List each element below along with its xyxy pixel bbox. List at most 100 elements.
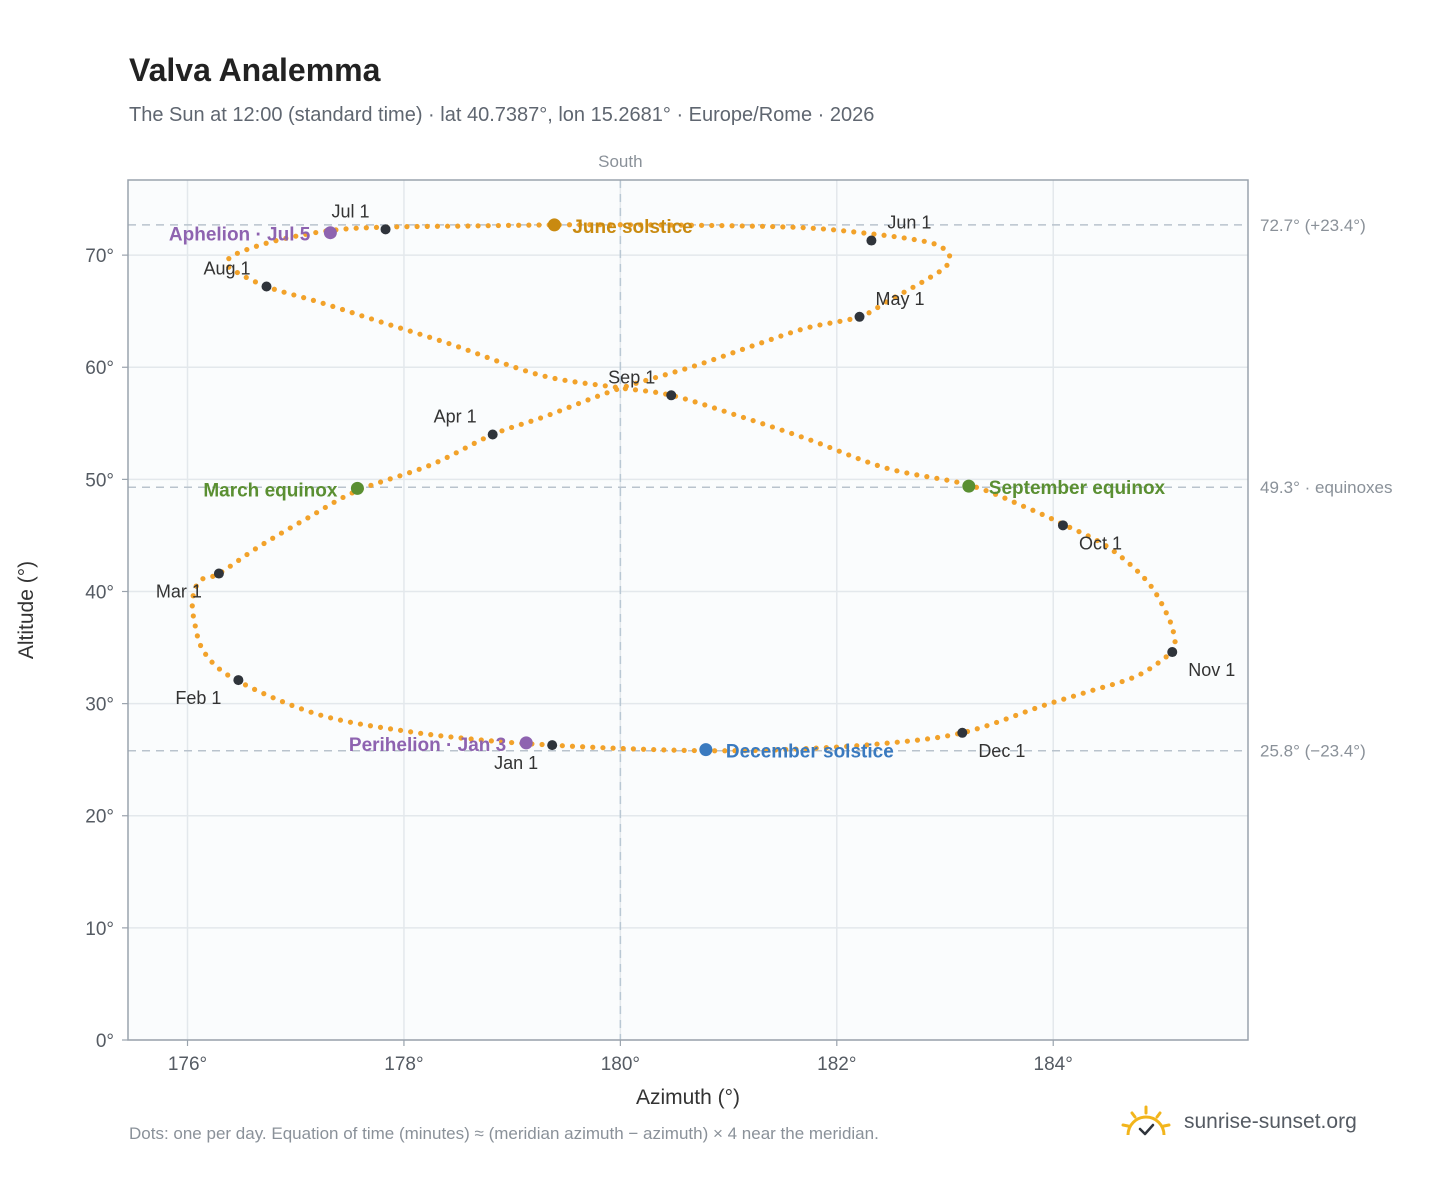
month-marker-feb-1 [233,675,244,686]
day-dot [945,733,951,739]
day-dot [236,557,242,563]
day-dot [1129,675,1135,681]
day-dot [397,473,403,479]
day-dot [772,747,779,753]
day-dot [682,396,688,402]
day-dot [640,746,647,752]
day-dot [682,366,688,372]
day-dot [1032,705,1038,712]
day-dot [1172,639,1178,645]
day-dot [542,373,548,379]
day-dot [368,316,375,322]
day-dot [559,743,565,749]
day-dot [513,365,519,371]
day-dot [1119,678,1125,685]
day-dot [270,535,276,541]
reference-line-label: 72.7° (+23.4°) [1260,216,1366,235]
day-dot [281,289,287,295]
day-dot [653,389,659,395]
day-dot [547,411,553,418]
day-dot [1167,619,1173,625]
day-dot [1030,507,1036,513]
day-dot [944,477,950,483]
day-dot [516,222,522,228]
day-dot [243,274,249,281]
day-dot [509,739,515,746]
day-dot [436,337,442,343]
day-dot [770,223,776,230]
day-dot [597,222,603,228]
day-dot [711,356,717,363]
day-dot [494,358,500,364]
day-dot [861,230,867,236]
day-dot [712,748,718,754]
y-axis-label: Altitude (°) [15,561,38,659]
day-dot [190,613,196,619]
day-dot [414,223,420,230]
event-marker-aphelion-jul-5 [323,226,337,240]
day-dot [193,583,199,589]
day-dot [924,474,930,480]
day-dot [251,686,258,692]
day-dot [1011,499,1017,505]
day-dot [652,374,659,381]
day-dot [577,222,583,228]
x-tick-label: 182° [817,1054,856,1075]
event-label-december-solstice: December solstice [726,742,894,763]
day-dot [1119,555,1125,561]
month-label-nov-1: Nov 1 [1188,660,1235,680]
day-dot [749,343,755,349]
day-dot [661,747,667,753]
day-dot [892,294,898,300]
day-dot [320,300,326,306]
day-dot [720,353,726,359]
day-dot [499,428,505,434]
event-marker-june-solstice [547,218,561,232]
day-dot [488,738,494,744]
day-dot [1094,537,1100,544]
day-dot [363,225,369,231]
day-dot [630,746,636,752]
day-dot [827,444,833,451]
day-dot [226,256,232,262]
day-dot [732,748,738,754]
y-tick-label: 70° [85,246,114,267]
day-dot [844,743,850,750]
day-dot [875,304,881,311]
day-dot [261,540,267,547]
day-dot [935,734,941,741]
day-dot [604,390,610,396]
day-dot [503,361,509,367]
day-dot [475,351,481,357]
day-dot [566,222,573,228]
day-dot [820,226,827,232]
day-dot [471,440,477,446]
brand[interactable]: sunrise-sunset.org [1120,1100,1357,1144]
day-dot [671,747,677,753]
event-marker-march-equinox [350,481,364,495]
meridian-label: South [598,152,642,171]
day-dot [408,729,414,735]
day-dot [1076,528,1082,535]
day-dot [377,479,384,485]
day-dot [301,295,307,301]
chart-subtitle: The Sun at 12:00 (standard time) · lat 4… [129,104,875,126]
day-dot [739,223,745,229]
x-axis-label: Azimuth (°) [636,1086,740,1109]
day-dot [270,695,276,701]
day-dot [837,318,843,324]
event-label-march-equinox: March equinox [203,480,338,501]
reference-lines: 72.7° (+23.4°) 49.3° · equinoxes 25.8° (−2… [128,216,1393,761]
day-dot [759,223,766,229]
brand-name: sunrise-sunset.org [1184,1110,1357,1133]
day-dot [438,733,444,739]
day-dot [226,264,232,270]
day-dot [904,738,910,744]
month-marker-jan-1 [547,740,558,751]
day-dot [465,347,471,353]
day-dot [901,289,907,295]
day-dot [484,354,490,360]
day-dot [711,405,718,411]
day-dot [759,340,765,346]
day-dot [911,236,917,243]
